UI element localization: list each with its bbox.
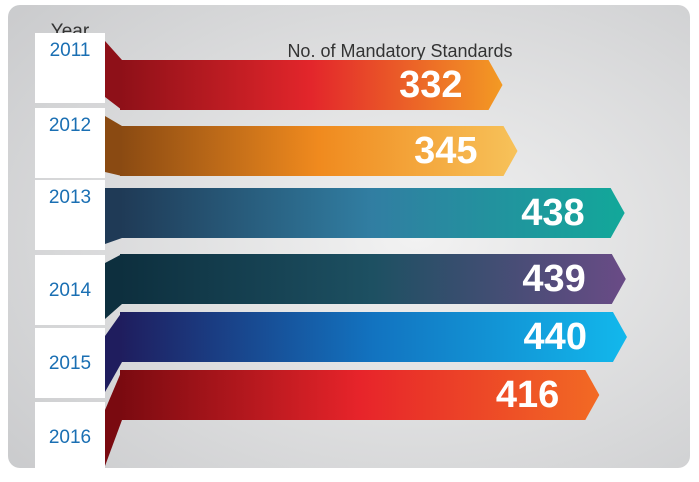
- bar: [120, 312, 627, 362]
- fold: [105, 254, 122, 319]
- year-label: 2015: [49, 353, 91, 374]
- value-label: 438: [521, 192, 584, 234]
- year-box: [35, 402, 105, 472]
- year-box: [35, 328, 105, 398]
- fold: [105, 116, 122, 176]
- bar: [120, 188, 625, 238]
- year-box: [35, 33, 105, 103]
- year-label: 2014: [49, 280, 92, 301]
- fold: [105, 188, 122, 244]
- fold: [105, 370, 122, 466]
- fold: [105, 41, 122, 110]
- value-label: 416: [496, 374, 559, 416]
- year-box: [35, 108, 105, 178]
- value-label: 440: [524, 316, 587, 358]
- chart-title: No. of Mandatory Standards: [287, 41, 512, 61]
- fold: [105, 312, 122, 392]
- year-label: 2013: [49, 187, 91, 208]
- value-label: 332: [399, 64, 462, 106]
- bar: [120, 254, 626, 304]
- year-label: 2012: [49, 115, 91, 136]
- bar: [120, 60, 503, 110]
- value-label: 439: [522, 258, 585, 300]
- value-label: 345: [414, 130, 477, 172]
- bar: [120, 126, 518, 176]
- year-label: 2016: [49, 427, 91, 448]
- year-label: 2011: [50, 40, 91, 61]
- year-box: [35, 180, 105, 250]
- bar: [120, 370, 600, 420]
- year-box: [35, 255, 105, 325]
